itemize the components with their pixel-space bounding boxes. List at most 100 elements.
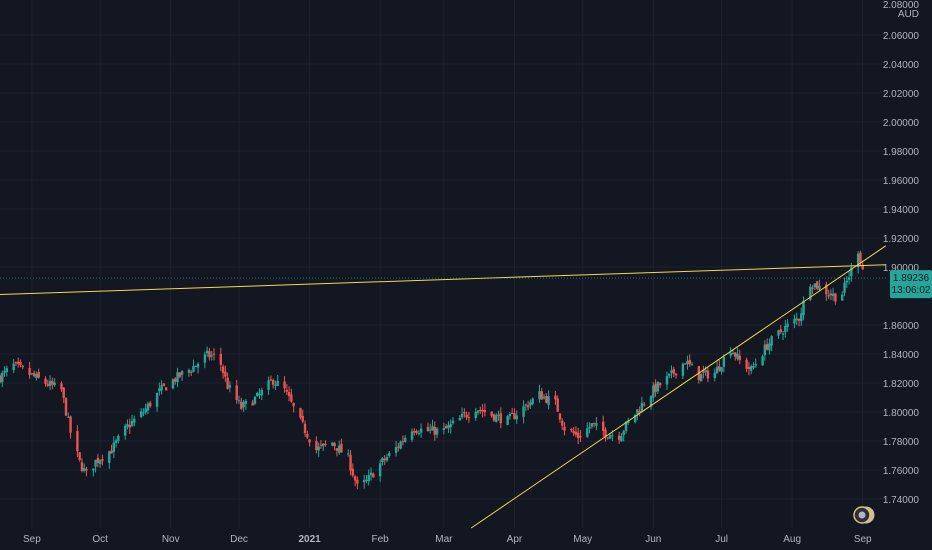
candle-body <box>845 280 848 283</box>
candle-body <box>617 435 621 440</box>
candle-body <box>244 400 248 404</box>
candle-body <box>479 409 482 411</box>
candle-body <box>579 436 582 438</box>
candle-body <box>431 426 434 431</box>
tradingview-logo-icon[interactable] <box>853 506 875 524</box>
candle-body <box>815 281 819 289</box>
candle-body <box>668 373 671 376</box>
time-axis[interactable]: Sep Oct Nov Dec 2021 Feb Mar Apr May Jun Jul Aug Sep <box>23 534 872 545</box>
candle-body <box>574 431 578 435</box>
candle-body <box>53 382 56 386</box>
price-tick-label: 1.76000 <box>883 466 920 477</box>
candle-body <box>144 408 147 413</box>
price-tick-label: 2.06000 <box>883 31 920 42</box>
candle-body <box>322 443 325 447</box>
price-axis[interactable]: 2.06000 2.04000 2.02000 2.00000 1.98000 1.960… <box>883 0 920 506</box>
candle-body <box>117 435 120 441</box>
candle-body <box>508 413 512 417</box>
candle-body <box>856 253 860 268</box>
candle-body <box>351 468 355 476</box>
candle-body <box>800 313 803 322</box>
trendlines <box>0 245 887 529</box>
candle-body <box>347 453 350 455</box>
candle-body <box>784 326 787 333</box>
candle-body <box>226 377 229 389</box>
candle-body <box>76 431 79 452</box>
candle-body <box>656 382 660 392</box>
time-tick-label: Oct <box>92 534 108 545</box>
candle-body <box>269 379 273 381</box>
price-tick-label: 1.78000 <box>883 437 920 448</box>
candle-body <box>253 396 257 404</box>
candle-body <box>112 442 116 452</box>
candle-body <box>686 360 689 365</box>
time-tick-label: Sep <box>23 534 41 545</box>
candle-body <box>315 441 318 451</box>
candle-body <box>335 448 339 451</box>
candle-body <box>608 435 612 439</box>
candle-body <box>78 452 81 461</box>
candle-body <box>490 411 493 416</box>
candle-body <box>704 369 707 372</box>
candle-body <box>642 404 646 406</box>
candle-body <box>554 395 557 400</box>
candle-body <box>308 439 311 443</box>
candle-body <box>378 463 382 477</box>
candle-body <box>786 323 789 327</box>
candle-body <box>797 319 801 321</box>
candle-body <box>622 431 625 436</box>
candle-body <box>426 426 430 431</box>
candle-body <box>699 373 703 382</box>
candle-body <box>240 401 243 409</box>
candle-body <box>192 366 195 372</box>
candle-body <box>44 378 47 384</box>
candle-body <box>506 416 509 426</box>
candle-body <box>497 414 500 416</box>
candle-body <box>777 330 780 336</box>
candle-body <box>576 432 580 439</box>
support-line[interactable] <box>470 245 887 529</box>
candle-body <box>542 396 546 399</box>
candle-body <box>130 421 134 426</box>
candle-body <box>397 446 400 448</box>
time-tick-label: Apr <box>507 534 523 545</box>
candle-body <box>319 444 323 446</box>
candle-body <box>843 282 846 293</box>
candle-body <box>114 440 118 443</box>
candle-body <box>768 343 771 351</box>
candle-body <box>476 410 480 413</box>
candle-body <box>809 286 812 300</box>
candle-body <box>149 402 152 407</box>
candle-body <box>745 359 748 369</box>
candle-body <box>606 437 609 439</box>
candle-body <box>763 344 767 356</box>
candle-body <box>194 365 197 367</box>
candle-body <box>572 430 575 434</box>
candle-body <box>28 368 31 376</box>
candle-body <box>19 362 22 366</box>
candle-body <box>324 443 327 445</box>
resistance-line[interactable] <box>0 264 886 296</box>
candle-body <box>196 363 200 368</box>
candle-body <box>139 411 143 417</box>
candle-body <box>32 373 36 377</box>
candle-body <box>85 469 88 471</box>
candle-body <box>547 396 550 405</box>
candle-body <box>847 277 851 280</box>
candle-body <box>292 403 295 407</box>
candle-body <box>219 354 223 365</box>
candle-body <box>825 284 828 295</box>
candle-body <box>287 392 291 397</box>
candle-body <box>274 384 277 386</box>
candle-body <box>683 363 687 365</box>
candle-body <box>96 457 100 463</box>
candle-body <box>133 418 136 423</box>
candle-body <box>283 381 286 389</box>
candle-body <box>499 413 502 424</box>
time-tick-label: Mar <box>435 534 453 545</box>
candle-body <box>447 425 450 429</box>
candle-body <box>367 475 370 482</box>
candle-body <box>110 450 113 454</box>
